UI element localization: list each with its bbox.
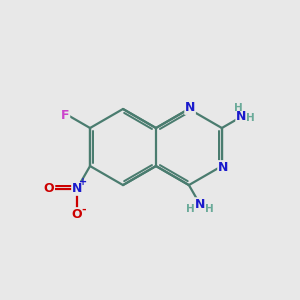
Text: N: N bbox=[218, 161, 228, 174]
Text: N: N bbox=[195, 198, 205, 211]
Text: O: O bbox=[44, 182, 54, 195]
Text: F: F bbox=[61, 109, 70, 122]
Text: H: H bbox=[205, 204, 214, 214]
Text: O: O bbox=[71, 208, 82, 221]
Text: H: H bbox=[186, 204, 195, 214]
Text: +: + bbox=[80, 177, 88, 187]
Text: H: H bbox=[246, 113, 255, 123]
Text: N: N bbox=[185, 101, 195, 114]
Text: N: N bbox=[72, 182, 82, 195]
Text: H: H bbox=[234, 103, 242, 113]
Text: N: N bbox=[236, 110, 246, 123]
Text: -: - bbox=[81, 205, 86, 214]
